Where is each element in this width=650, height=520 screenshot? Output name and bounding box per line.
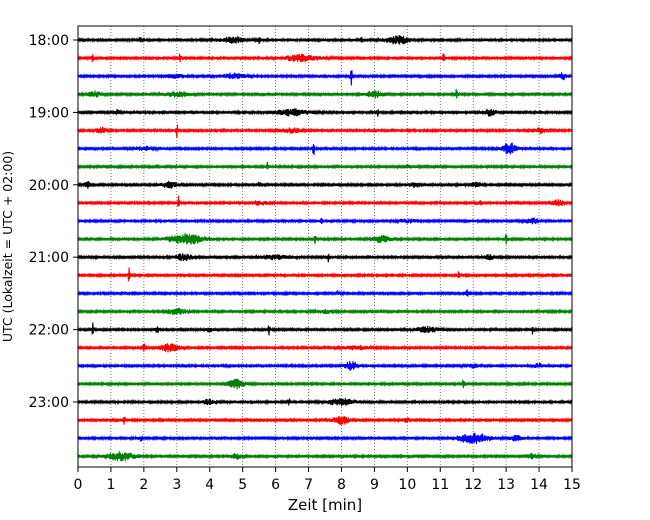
x-tick-label: 6: [271, 477, 280, 493]
x-tick-label: 8: [337, 477, 346, 493]
x-tick-label: 12: [464, 477, 482, 493]
x-tick-label: 3: [172, 477, 181, 493]
x-tick-label: 1: [106, 477, 115, 493]
y-tick-label: 21:00: [29, 250, 69, 266]
y-axis-ticks: 18:00 19:00 20:00 21:00 22:00 23:00: [29, 33, 78, 411]
y-axis-label: UTC (Lokalzeit = UTC + 02:00): [0, 151, 15, 342]
x-tick-label: 4: [205, 477, 214, 493]
y-tick-label: 23:00: [29, 395, 69, 411]
x-tick-label: 2: [139, 477, 148, 493]
x-tick-label: 11: [431, 477, 449, 493]
x-tick-label: 15: [563, 477, 581, 493]
seismic-trace: [77, 70, 573, 86]
seismic-trace: [77, 161, 573, 170]
x-tick-label: 0: [74, 477, 83, 493]
x-tick-label: 9: [370, 477, 379, 493]
x-tick-label: 7: [304, 477, 313, 493]
seismic-trace: [77, 195, 573, 207]
x-axis-label: Zeit [min]: [288, 496, 362, 514]
seismic-traces: [77, 34, 573, 462]
y-tick-label: 20:00: [29, 178, 69, 194]
y-tick-label: 19:00: [29, 105, 69, 121]
y-tick-label: 22:00: [29, 323, 69, 339]
y-tick-label: 18:00: [29, 33, 69, 49]
plot-frame: [77, 25, 573, 468]
x-axis-ticks: 0 1 2 3 4 5 6 7 8 9 10 11 12 13 14 15: [74, 467, 581, 493]
x-tick-label: 10: [398, 477, 416, 493]
x-tick-label: 13: [497, 477, 515, 493]
x-tick-label: 14: [530, 477, 548, 493]
x-tick-label: 5: [238, 477, 247, 493]
